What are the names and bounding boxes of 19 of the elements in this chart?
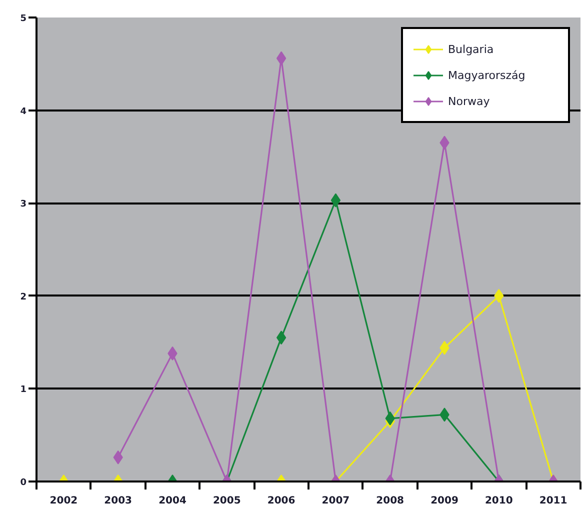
x-tick-label: 2011 [539,496,568,506]
y-tick-label: 3 [20,200,27,210]
x-tick-label: 2008 [376,496,404,506]
x-tick-label: 2002 [50,496,78,506]
legend-label: Magyarország [448,68,526,84]
x-tick-label: 2003 [104,496,132,506]
x-tick-label: 2007 [322,496,350,506]
y-tick-label: 0 [20,478,27,488]
x-tick-label: 2005 [212,496,241,506]
x-tick-label: 2006 [267,496,296,506]
y-tick-label: 4 [20,106,27,117]
y-tick-label: 5 [20,14,27,24]
x-tick-label: 2010 [484,496,513,506]
y-tick-label: 2 [20,292,27,302]
x-tick-label: 2009 [430,496,458,506]
x-tick-label: 2004 [158,496,186,506]
legend-label: Bulgaria [448,42,495,58]
y-tick-label: 1 [20,385,27,396]
legend-label: Norway [448,94,491,110]
